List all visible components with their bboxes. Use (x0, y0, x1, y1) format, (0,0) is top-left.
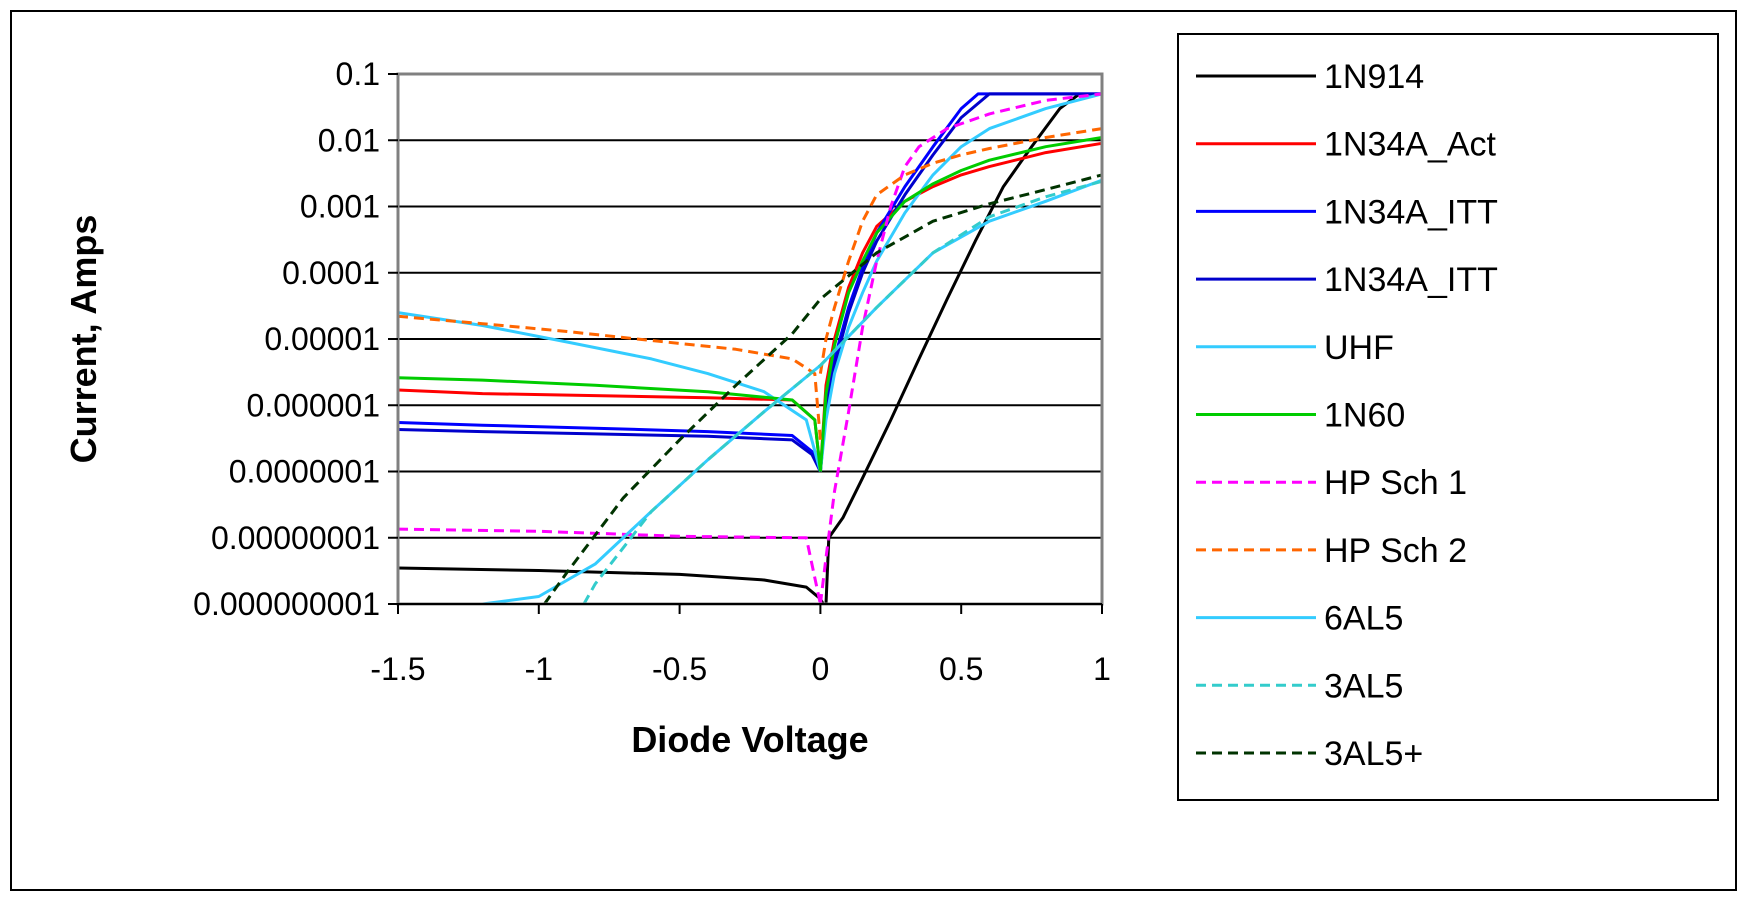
legend-label: HP Sch 1 (1324, 464, 1467, 502)
y-tick-label: 0.00000001 (211, 520, 380, 556)
y-tick-label: 0.1 (336, 56, 380, 92)
legend-label: 1N914 (1324, 58, 1424, 96)
series-line-1n34a-itt-reverse (397, 421, 822, 473)
series-line-3al5 (582, 179, 1103, 605)
gridlines (398, 73, 1102, 605)
legend: 1N914 1N34A_Act 1N34A_ITT 1N34A_ITT UHF 1N60 H… (1177, 33, 1719, 801)
legend-label: 3AL5 (1324, 667, 1403, 705)
series-line-hp-sch-2-reverse (397, 314, 822, 441)
legend-label: 6AL5 (1324, 600, 1403, 638)
legend-label: 1N34A_ITT (1324, 193, 1498, 231)
series-line-1n60-reverse (397, 376, 822, 472)
series-line-hp-sch-2 (818, 127, 1103, 374)
y-tick-label: 0.0001 (282, 255, 380, 291)
series-line-hp-sch-1-reverse (397, 527, 822, 605)
series-line-3al5- (543, 173, 1103, 605)
series-layer (397, 92, 1103, 606)
legend-label: UHF (1324, 329, 1394, 367)
x-axis-title: Diode Voltage (631, 719, 868, 760)
legend-box (1177, 33, 1719, 801)
legend-label: 3AL5+ (1324, 735, 1423, 773)
x-tick-label: 0 (812, 651, 830, 687)
x-tick-label: 0.5 (939, 651, 983, 687)
x-tick-label: -0.5 (652, 651, 707, 687)
series-line-hp-sch-1 (818, 92, 1103, 605)
y-tick-label: 0.001 (300, 189, 380, 225)
legend-label: 1N34A_Act (1324, 126, 1497, 164)
y-tick-label: 0.000001 (247, 387, 380, 423)
legend-label: HP Sch 2 (1324, 532, 1467, 570)
y-axis-ticks: 0.1 0.01 0.001 0.0001 0.00001 0.000001 0.00000… (193, 56, 398, 622)
y-tick-label: 0.01 (318, 122, 380, 158)
y-axis-title: Current, Amps (63, 215, 104, 464)
x-tick-label: 1 (1093, 651, 1111, 687)
x-tick-label: -1 (525, 651, 553, 687)
x-tick-label: -1.5 (370, 651, 425, 687)
series-line-uhf (818, 92, 1103, 472)
legend-label: 1N60 (1324, 397, 1405, 435)
y-tick-label: 0.000000001 (193, 586, 380, 622)
y-tick-label: 0.0000001 (229, 454, 380, 490)
series-line-1n34a-itt-reverse (397, 428, 822, 473)
x-axis-ticks: -1.5 -1 -0.5 0 0.5 1 (370, 603, 1111, 687)
legend-label: 1N34A_ITT (1324, 261, 1498, 299)
y-tick-label: 0.00001 (264, 321, 380, 357)
series-line-uhf-reverse (397, 311, 822, 472)
